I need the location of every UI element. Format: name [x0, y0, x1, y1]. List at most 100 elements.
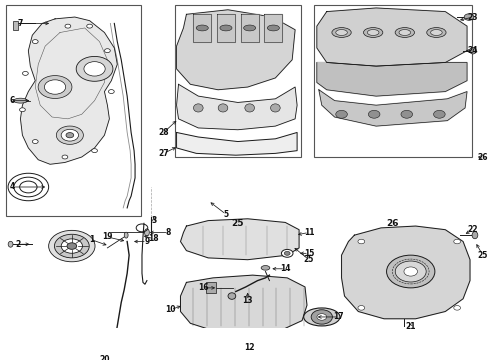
Circle shape [335, 111, 346, 118]
Circle shape [54, 234, 89, 258]
Text: 19: 19 [102, 233, 112, 242]
Ellipse shape [398, 30, 410, 35]
Text: 4: 4 [10, 183, 15, 192]
Ellipse shape [430, 30, 441, 35]
Polygon shape [176, 84, 297, 130]
Text: 15: 15 [303, 249, 313, 258]
Ellipse shape [366, 30, 378, 35]
Polygon shape [180, 275, 306, 332]
Circle shape [357, 239, 364, 244]
Text: 25: 25 [303, 255, 313, 264]
Circle shape [316, 314, 326, 320]
Circle shape [20, 108, 25, 112]
Ellipse shape [220, 25, 231, 31]
Ellipse shape [394, 28, 414, 37]
Circle shape [310, 310, 332, 324]
Text: 26: 26 [477, 153, 487, 162]
Circle shape [386, 255, 434, 288]
Circle shape [48, 230, 95, 262]
Polygon shape [318, 90, 466, 126]
Text: 13: 13 [242, 296, 252, 305]
Text: 16: 16 [198, 283, 208, 292]
Polygon shape [316, 63, 466, 96]
Text: 24: 24 [467, 46, 477, 55]
Polygon shape [217, 14, 234, 42]
Text: 14: 14 [280, 264, 290, 273]
Ellipse shape [193, 104, 203, 112]
Ellipse shape [363, 28, 382, 37]
Text: 25: 25 [477, 251, 487, 260]
Text: 21: 21 [405, 321, 415, 330]
Circle shape [463, 14, 473, 20]
Text: 10: 10 [165, 305, 176, 314]
Circle shape [403, 267, 417, 276]
Ellipse shape [196, 25, 208, 31]
Ellipse shape [14, 98, 27, 103]
Ellipse shape [8, 241, 13, 247]
Text: 27: 27 [158, 149, 169, 158]
Circle shape [367, 111, 379, 118]
Circle shape [433, 111, 444, 118]
Bar [13, 21, 19, 30]
Ellipse shape [267, 25, 279, 31]
Circle shape [281, 249, 292, 257]
Ellipse shape [331, 28, 350, 37]
Ellipse shape [471, 231, 477, 239]
Circle shape [44, 80, 65, 94]
Text: 12: 12 [244, 343, 254, 352]
Circle shape [453, 306, 460, 310]
Bar [313, 5, 471, 157]
Ellipse shape [144, 229, 149, 236]
Ellipse shape [112, 354, 130, 360]
Circle shape [453, 239, 460, 244]
Polygon shape [193, 14, 211, 42]
Bar [6, 5, 141, 216]
Polygon shape [264, 14, 282, 42]
Text: 9: 9 [144, 237, 149, 246]
Text: 1: 1 [89, 235, 94, 244]
Text: 25: 25 [231, 219, 244, 228]
Polygon shape [176, 10, 295, 90]
Text: 26: 26 [386, 219, 398, 228]
Ellipse shape [218, 104, 227, 112]
Text: 17: 17 [333, 312, 343, 321]
Ellipse shape [116, 355, 126, 359]
Circle shape [104, 49, 110, 53]
Ellipse shape [426, 28, 445, 37]
Text: 23: 23 [467, 13, 477, 22]
Polygon shape [316, 8, 466, 66]
Ellipse shape [468, 48, 475, 54]
Ellipse shape [244, 104, 254, 112]
Polygon shape [180, 219, 299, 260]
Ellipse shape [227, 293, 235, 299]
Text: 18: 18 [148, 234, 159, 243]
Text: 3: 3 [151, 216, 156, 225]
Polygon shape [176, 132, 297, 155]
Circle shape [108, 90, 114, 94]
Polygon shape [341, 226, 469, 319]
Text: 22: 22 [467, 225, 477, 234]
Polygon shape [20, 17, 117, 164]
Circle shape [84, 62, 105, 76]
Circle shape [242, 333, 249, 338]
Circle shape [22, 71, 28, 75]
Circle shape [61, 239, 82, 253]
Circle shape [61, 129, 79, 141]
Circle shape [67, 243, 77, 249]
Text: 6: 6 [10, 96, 15, 105]
Text: 2: 2 [16, 240, 21, 249]
Ellipse shape [335, 30, 346, 35]
Ellipse shape [303, 308, 339, 326]
Circle shape [284, 251, 289, 255]
Circle shape [38, 76, 72, 99]
Bar [174, 5, 301, 157]
Text: 11: 11 [303, 228, 314, 237]
Circle shape [66, 132, 74, 138]
Ellipse shape [270, 104, 280, 112]
Circle shape [56, 126, 83, 144]
Circle shape [32, 140, 38, 144]
Circle shape [62, 155, 68, 159]
Circle shape [65, 24, 71, 28]
Circle shape [394, 261, 426, 282]
Ellipse shape [243, 25, 255, 31]
